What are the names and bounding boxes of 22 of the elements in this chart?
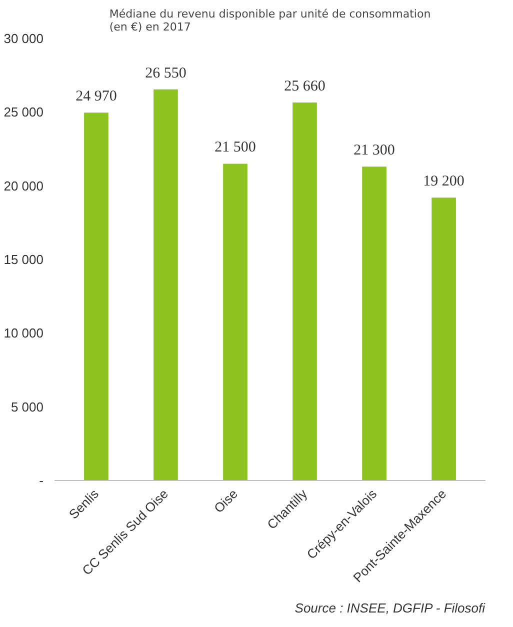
data-label: 24 970: [76, 88, 117, 105]
data-label: 21 500: [214, 140, 256, 156]
y-tick-label: 15 000: [4, 252, 44, 267]
data-label: 21 300: [354, 142, 395, 159]
y-tick-label: 5 000: [10, 399, 44, 414]
y-tick-label: 25 000: [4, 104, 44, 120]
bar: [292, 102, 317, 480]
data-label: 26 550: [145, 65, 186, 82]
data-label: 25 660: [284, 78, 326, 94]
bar: [84, 112, 108, 480]
bar: [223, 164, 248, 480]
bar: [154, 89, 178, 480]
data-label: 19 200: [423, 174, 464, 190]
bar: [432, 198, 456, 480]
x-tick-label: Oise: [211, 486, 241, 516]
source-note: Source : INSEE, DGFIP - Filosofi: [294, 600, 486, 616]
y-tick-label: -: [39, 473, 44, 488]
y-tick-label: 10 000: [4, 326, 44, 341]
y-tick-label: 20 000: [4, 178, 44, 194]
chart-title: Médiane du revenu disponible par unité de consommation (en €) en 2017: [109, 8, 431, 34]
bar: [362, 166, 386, 480]
y-tick-label: 30 000: [4, 31, 44, 46]
